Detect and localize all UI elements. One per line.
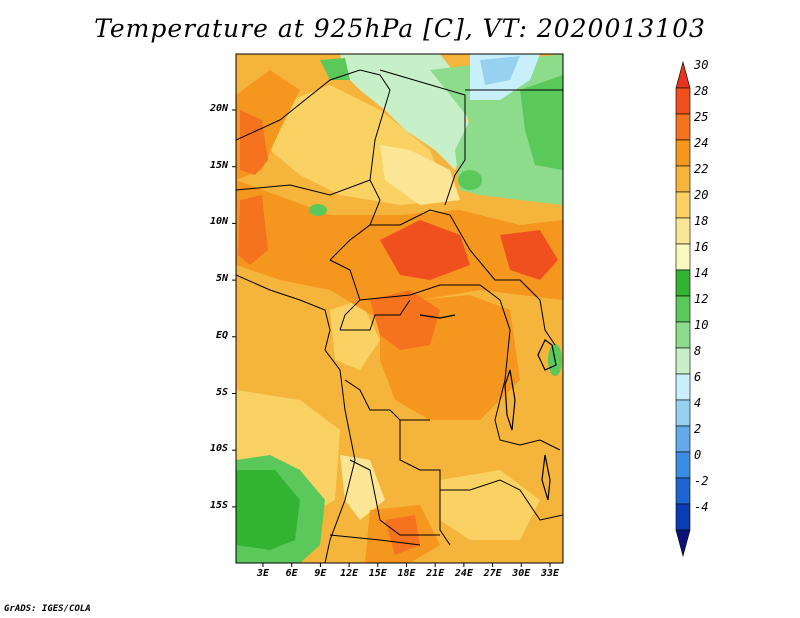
colorbar-segment	[675, 87, 691, 115]
map-frame	[235, 53, 564, 564]
colorbar-label: 22	[694, 162, 709, 176]
colorbar-segment	[675, 373, 691, 401]
colorbar-label: 18	[694, 214, 709, 228]
border-13	[440, 479, 563, 521]
lake-victoria	[537, 339, 557, 371]
lon-label: 3E	[256, 568, 270, 579]
lon-label: 24E	[454, 568, 473, 579]
field-cool-sw-2	[236, 470, 300, 550]
colorbar-segment	[675, 295, 691, 323]
colorbar-segment	[675, 269, 691, 297]
field-core-3	[380, 220, 470, 280]
lon-label: 9E	[314, 568, 327, 579]
axis-ticks	[232, 109, 551, 567]
field-spot-2	[458, 170, 482, 190]
border-15	[329, 534, 421, 546]
colorbar-label: 14	[694, 266, 709, 280]
colorbar-label: 16	[694, 240, 709, 254]
colorbar-segment	[675, 139, 691, 167]
lake-tanganyika	[504, 369, 516, 431]
lat-label: 10N	[209, 216, 228, 228]
colorbar-segment	[675, 451, 691, 479]
lon-label: 12E	[340, 568, 359, 579]
field-core-5	[370, 290, 440, 350]
colorbar-label: -4	[694, 500, 709, 514]
country-borders	[236, 69, 563, 546]
river-segment	[419, 314, 456, 319]
colorbar-segment	[675, 191, 691, 219]
lon-label: 30E	[512, 568, 531, 579]
field-cool-ne-5	[520, 75, 563, 170]
border-10	[494, 299, 521, 446]
colorbar	[675, 60, 691, 558]
lon-label: 33E	[540, 568, 560, 579]
field-core-4	[500, 230, 558, 280]
lon-label: 15E	[368, 568, 387, 579]
lon-label: 6E	[285, 568, 298, 579]
lon-label: 27E	[483, 568, 502, 579]
border-12	[349, 459, 440, 536]
colorbar-segment	[675, 477, 691, 505]
border-2	[236, 179, 381, 261]
border-5	[370, 209, 541, 301]
colorbar-segment	[675, 60, 691, 89]
field-cool-ne-4	[480, 56, 520, 85]
field-patch-sahel	[380, 145, 460, 205]
colorbar-label: 25	[694, 110, 709, 124]
border-11	[399, 420, 451, 546]
colorbar-segment	[675, 243, 691, 271]
colorbar-label: -2	[694, 474, 709, 488]
colorbar-label: 12	[694, 292, 709, 306]
border-3	[379, 69, 466, 206]
colorbar-label: 4	[694, 396, 702, 410]
coastline	[236, 274, 356, 563]
border-9	[344, 379, 430, 421]
colorbar-segment	[675, 399, 691, 427]
colorbar-segment	[675, 425, 691, 453]
footer-credit: GrADS: IGES/COLA	[4, 604, 91, 614]
lat-label: 15S	[209, 499, 228, 511]
colorbar-segment	[675, 347, 691, 375]
lat-label: 15N	[209, 159, 228, 171]
colorbar-segment	[675, 321, 691, 349]
colorbar-segment	[675, 217, 691, 245]
colorbar-segment	[675, 503, 691, 531]
chart-title: Temperature at 925hPa [C], VT: 202001310…	[94, 14, 706, 43]
colorbar-label: 2	[694, 422, 702, 436]
lat-label: 5S	[215, 386, 228, 398]
lon-label: 18E	[397, 568, 416, 579]
colorbar-label: 28	[694, 84, 709, 98]
lat-label: 5N	[215, 273, 228, 285]
colorbar-segment	[675, 113, 691, 141]
border-1	[236, 69, 391, 181]
colorbar-segment	[675, 165, 691, 193]
lon-label: 21E	[426, 568, 445, 579]
border-7	[359, 284, 501, 301]
border-16	[539, 299, 556, 346]
lake-malawi	[541, 454, 551, 501]
colorbar-label: 30	[694, 58, 709, 72]
field-patch-angola	[340, 455, 385, 520]
colorbar-label: 24	[694, 136, 709, 150]
border-14	[519, 439, 561, 451]
colorbar-label: 8	[694, 344, 702, 358]
field-core-1	[240, 110, 268, 175]
lat-label: EQ	[215, 329, 228, 341]
field-core-2	[238, 195, 268, 265]
border-8	[340, 299, 411, 331]
field-cool-patch-n	[320, 58, 350, 80]
colorbar-label: 20	[694, 188, 709, 202]
lakes	[419, 314, 557, 501]
colorbar-label: 0	[694, 448, 702, 462]
field-spot-1	[309, 204, 327, 216]
colorbar-segment	[675, 529, 691, 558]
colorbar-label: 10	[694, 318, 709, 332]
field-patch-gabon	[330, 300, 380, 370]
lat-label: 10S	[209, 443, 228, 455]
lat-label: 20N	[209, 103, 228, 114]
colorbar-label: 6	[694, 370, 702, 384]
temperature-field	[236, 54, 563, 563]
field-cool-ne-1	[340, 54, 470, 170]
